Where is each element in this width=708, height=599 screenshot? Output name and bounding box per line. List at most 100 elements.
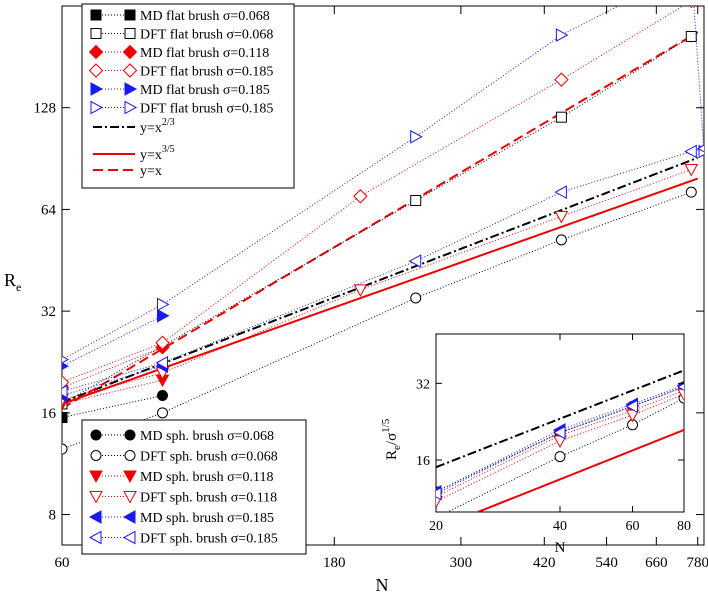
x-tick-label-540: 540 <box>595 555 618 571</box>
point-dft-sph-brush-sigma-0-068-0 <box>62 443 68 455</box>
legend-marker-dft-flat-brush-sigma-0-185-a <box>90 100 104 115</box>
series-line-series-5-blue-triangle-left <box>436 386 684 495</box>
series-line-series-2-red-triangle-down <box>436 390 684 497</box>
legend-marker-md-sph-brush-sigma-0-185-b <box>122 510 136 524</box>
x-tick-label-60: 60 <box>626 519 640 534</box>
legend-marker-dft-sph-brush-sigma-0-185-b <box>122 530 136 545</box>
series-line-dft-sph-brush-sigma-0-185 <box>62 147 704 393</box>
point-dft-flat-brush-sigma-0-185-1 <box>155 335 170 350</box>
point-dft-sph-brush-sigma-0-185-2 <box>408 254 422 268</box>
legend-spherical-box <box>81 419 307 555</box>
y-axis-label: Re <box>4 270 21 294</box>
x-tick-label-300: 300 <box>450 555 473 571</box>
point-series-3-red-triangle-down-2 <box>625 409 640 423</box>
point-dft-flat-brush-sigma-0-185-0 <box>62 355 70 364</box>
legend-marker-dft-sph-brush-sigma-0-068-b <box>124 450 136 461</box>
x-axis-ticks: 60 180 300 420 540 660 780 <box>55 6 708 571</box>
legend-label-dft-sph-brush-sigma-0-185: DFT sph. brush σ=0.185 <box>140 532 278 547</box>
x-tick-label-420: 420 <box>533 555 556 571</box>
legend-marker-dft-flat-brush-sigma-0-068-a <box>90 28 102 39</box>
legend-label-dft-flat-brush-sigma-0-185: DFT flat brush σ=0.185 <box>140 65 273 80</box>
point-dft-sph-brush-sigma-0-118-3 <box>554 210 569 224</box>
series-line-md-flat-brush-sigma-0-185 <box>62 315 163 367</box>
legend-label-md-sph-brush-sigma-0-068: MD sph. brush σ=0.068 <box>140 429 274 444</box>
point-dft-sph-brush-sigma-0-118-4 <box>684 164 699 177</box>
point-dft-flat-brush-sigma-0-068-1 <box>410 195 422 207</box>
x-tick-label-780: 780 <box>686 555 708 571</box>
legend-label-y-x-2-3: y=x2/3 <box>140 117 175 136</box>
point-series-5-blue-triangle-left-3 <box>676 383 684 391</box>
legend-marker-dft-flat-brush-sigma-0-185-b <box>122 63 138 78</box>
inset-x-axis-ticks: 20 40 60 80 <box>429 334 691 534</box>
series-line-md-flat-brush-sigma-0-118 <box>62 346 163 389</box>
legend-marker-dft-sph-brush-sigma-0-185-a <box>88 530 102 545</box>
x-tick-label-180: 180 <box>323 555 346 571</box>
legend-marker-dft-flat-brush-sigma-0-185-a <box>88 63 104 78</box>
legend-flat: MD flat brush σ=0.068 DFT flat brush σ=0.… <box>88 9 273 179</box>
legend-marker-md-sph-brush-sigma-0-185-a <box>88 510 102 524</box>
legend-flat-box <box>81 3 295 189</box>
point-dft-sph-brush-sigma-0-185-5 <box>696 144 704 153</box>
point-md-sph-brush-sigma-0-068-1 <box>156 390 168 402</box>
series-line-md-sph-brush-sigma-0-068 <box>62 395 163 418</box>
x-tick-label-40: 40 <box>553 519 567 534</box>
legend-label-y-x: y=x <box>140 164 162 179</box>
x-tick-label-20: 20 <box>429 519 443 534</box>
legend-spherical: MD sph. brush σ=0.068 DFT sph. brush σ=0.… <box>88 429 278 547</box>
legend-marker-md-flat-brush-sigma-0-118-a <box>88 44 104 60</box>
point-dft-flat-brush-sigma-0-185-4 <box>689 6 694 9</box>
point-dft-sph-brush-sigma-0-068-1 <box>156 407 168 419</box>
y-tick-label-128: 128 <box>34 101 57 117</box>
point-dft-flat-brush-sigma-0-185-3 <box>554 72 569 87</box>
inset-y-axis-label: Re/σ1/5 <box>380 418 403 460</box>
point-dft-flat-brush-sigma-0-185-3 <box>555 28 569 42</box>
point-md-flat-brush-sigma-0-185-1 <box>156 308 170 323</box>
legend-marker-md-sph-brush-sigma-0-118-b <box>123 470 137 484</box>
legend-marker-md-flat-brush-sigma-0-185-a <box>90 82 104 96</box>
point-dft-sph-brush-sigma-0-068-3 <box>555 234 567 246</box>
legend-marker-dft-flat-brush-sigma-0-185-b <box>124 100 138 115</box>
point-dft-sph-brush-sigma-0-185-4 <box>684 144 697 159</box>
point-series-0-black-circle-1 <box>554 451 566 463</box>
guide-line-guide-0 <box>436 369 684 469</box>
point-dft-flat-brush-sigma-0-185-2 <box>410 129 423 144</box>
guide-line-guide-1 <box>475 429 684 512</box>
point-dft-sph-brush-sigma-0-185-0 <box>62 384 68 399</box>
legend-marker-md-flat-brush-sigma-0-185-b <box>124 82 138 96</box>
x-axis-label: N <box>376 575 389 595</box>
legend-marker-md-flat-brush-sigma-0-068-a <box>90 9 102 21</box>
legend-label-md-flat-brush-sigma-0-068: MD flat brush σ=0.068 <box>140 9 270 24</box>
series-line-series-4-blue-triangle-left <box>436 384 684 493</box>
y-tick-label-16: 16 <box>41 406 57 422</box>
legend-label-md-flat-brush-sigma-0-118: MD flat brush σ=0.118 <box>140 46 269 61</box>
plot-frame <box>61 5 705 546</box>
legend-label-y-x-3-5: y=x3/5 <box>140 144 175 163</box>
series-line-dft-flat-brush-sigma-0-068 <box>62 36 692 405</box>
legend-label-dft-sph-brush-sigma-0-118: DFT sph. brush σ=0.118 <box>140 491 277 506</box>
legend-marker-md-sph-brush-sigma-0-118-a <box>89 470 103 484</box>
inset-data-series <box>436 381 684 512</box>
legend-label-md-flat-brush-sigma-0-185: MD flat brush σ=0.185 <box>140 83 270 98</box>
legend-marker-md-sph-brush-sigma-0-068-a <box>90 429 102 441</box>
x-tick-label-660: 660 <box>645 555 668 571</box>
guide-line-y-x-2-3 <box>62 156 699 404</box>
y-tick-label-32: 32 <box>41 304 56 320</box>
legend-marker-md-sph-brush-sigma-0-068-b <box>124 429 136 441</box>
legend-marker-dft-sph-brush-sigma-0-118-b <box>123 491 137 504</box>
point-series-5-blue-triangle-left-1 <box>552 425 566 440</box>
legend-marker-md-flat-brush-sigma-0-068-b <box>124 9 136 21</box>
point-dft-sph-brush-sigma-0-068-4 <box>685 186 697 198</box>
y-tick-label-16: 16 <box>416 454 430 469</box>
point-md-sph-brush-sigma-0-068-0 <box>62 411 68 423</box>
legend-marker-md-flat-brush-sigma-0-118-b <box>122 44 138 60</box>
series-line-dft-flat-brush-sigma-0-185 <box>62 6 704 361</box>
y-tick-label-8: 8 <box>49 508 57 524</box>
point-dft-sph-brush-sigma-0-068-2 <box>410 292 422 304</box>
point-dft-flat-brush-sigma-0-068-3 <box>685 30 697 42</box>
series-line-md-sph-brush-sigma-0-118 <box>62 379 163 405</box>
legend-label-md-sph-brush-sigma-0-185: MD sph. brush σ=0.185 <box>140 511 274 526</box>
point-series-3-red-triangle-down-3 <box>677 388 684 402</box>
